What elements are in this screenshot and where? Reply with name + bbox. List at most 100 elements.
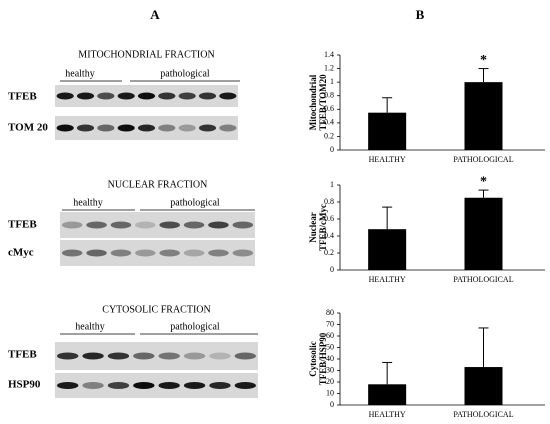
- blot-band: [159, 249, 180, 257]
- blot-label: TFEB: [8, 219, 37, 231]
- blot-band: [76, 92, 95, 100]
- blot-band: [183, 352, 206, 360]
- blot-band: [107, 352, 130, 360]
- y-tick-label: 1: [330, 77, 334, 86]
- blot-band: [198, 124, 217, 132]
- blot-band: [57, 352, 79, 360]
- y-tick-label: 0.6: [324, 104, 334, 113]
- blot-band: [97, 92, 115, 100]
- group-label: pathological: [170, 197, 220, 208]
- blot-band: [158, 382, 180, 389]
- blot-band: [208, 221, 229, 229]
- blot-band: [183, 382, 206, 389]
- blot-label: TOM 20: [8, 122, 48, 134]
- bar: [368, 384, 407, 405]
- y-tick-label: 0.8: [324, 197, 334, 206]
- blot-band: [61, 249, 83, 257]
- x-tick-label: PATHOLOGICAL: [453, 275, 513, 284]
- y-axis-label: TFEB/TOM20: [318, 74, 328, 131]
- blot-band: [61, 221, 83, 229]
- y-tick-label: 70: [326, 319, 334, 328]
- panel-label: B: [416, 7, 425, 22]
- x-tick-label: PATHOLOGICAL: [453, 155, 513, 164]
- blot-band: [234, 352, 256, 360]
- y-axis-label: Cytosolic: [308, 341, 318, 377]
- x-tick-label: HEALTHY: [369, 155, 406, 164]
- blot-band: [178, 92, 196, 100]
- blot-band: [178, 124, 196, 132]
- blot-band: [133, 352, 155, 360]
- blot-label: HSP90: [8, 379, 41, 391]
- blot-band: [110, 221, 132, 229]
- blot-band: [137, 124, 156, 132]
- group-label: pathological: [170, 321, 220, 332]
- y-tick-label: 0: [330, 265, 334, 274]
- blot-band: [56, 124, 74, 132]
- y-tick-label: 0.6: [324, 214, 334, 223]
- blot-label: cMyc: [8, 247, 34, 259]
- blot-band: [232, 249, 254, 257]
- y-tick-label: 0.4: [324, 118, 334, 127]
- blot-band: [56, 92, 74, 100]
- blot-band: [117, 92, 135, 100]
- blot-band: [159, 221, 180, 229]
- y-axis-label: Mitochondrial: [308, 74, 318, 130]
- blot-band: [198, 92, 217, 100]
- blot-band: [135, 221, 156, 229]
- y-axis-label: TFEB/cMyc: [318, 204, 328, 251]
- blot-band: [107, 382, 130, 389]
- blot-band: [86, 221, 107, 229]
- y-tick-label: 1.4: [324, 50, 334, 59]
- blot-band: [208, 249, 229, 257]
- blot-band: [82, 382, 104, 389]
- bar: [464, 197, 503, 270]
- blot-band: [82, 352, 104, 360]
- blot-band: [209, 382, 231, 389]
- blot-band: [232, 221, 254, 229]
- x-tick-label: HEALTHY: [369, 275, 406, 284]
- y-tick-label: 1: [330, 180, 334, 189]
- group-label: pathological: [160, 68, 210, 79]
- y-tick-label: 0.2: [324, 248, 334, 257]
- blot-band: [86, 249, 107, 257]
- y-tick-label: 20: [326, 377, 334, 386]
- bar: [368, 112, 407, 150]
- blot-band: [219, 92, 237, 100]
- blot-band: [219, 124, 237, 132]
- group-label: healthy: [73, 197, 102, 208]
- y-tick-label: 50: [326, 342, 334, 351]
- y-tick-label: 40: [326, 354, 334, 363]
- y-axis-label: Nuclear: [308, 212, 318, 243]
- blot-label: TFEB: [8, 91, 37, 103]
- y-tick-label: 0.4: [324, 231, 334, 240]
- y-tick-label: 0: [330, 145, 334, 154]
- fraction-title: CYTOSOLIC FRACTION: [102, 304, 210, 315]
- group-label: healthy: [75, 321, 104, 332]
- blot-band: [135, 249, 156, 257]
- y-tick-label: 60: [326, 331, 334, 340]
- y-tick-label: 0: [330, 400, 334, 409]
- x-tick-label: HEALTHY: [369, 410, 406, 419]
- blot-band: [57, 382, 79, 389]
- x-tick-label: PATHOLOGICAL: [453, 410, 513, 419]
- bar: [464, 367, 503, 405]
- blot-band: [183, 249, 205, 257]
- blot-band: [234, 382, 256, 389]
- blot-band: [97, 124, 115, 132]
- bar: [368, 229, 407, 270]
- blot-band: [158, 92, 176, 100]
- blot-band: [209, 352, 231, 360]
- blot-band: [117, 124, 135, 132]
- y-axis-label: TFEB/HSP90: [318, 332, 328, 385]
- blot-band: [158, 124, 176, 132]
- blot-band: [133, 382, 155, 389]
- y-tick-label: 0.8: [324, 91, 334, 100]
- bar: [464, 82, 503, 150]
- y-tick-label: 0.2: [324, 131, 334, 140]
- annotation: *: [480, 53, 487, 68]
- y-tick-label: 1.2: [324, 63, 334, 72]
- group-label: healthy: [65, 68, 94, 79]
- y-tick-label: 10: [326, 388, 334, 397]
- y-tick-label: 30: [326, 365, 334, 374]
